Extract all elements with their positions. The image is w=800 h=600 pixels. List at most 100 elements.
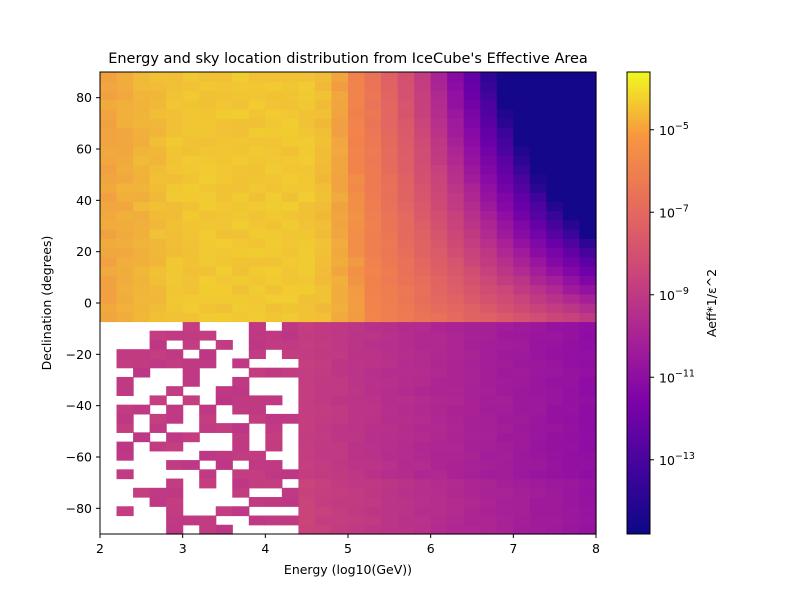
heatmap-cell [529,469,547,480]
heatmap-cell [496,108,514,119]
heatmap-cell [513,127,531,138]
heatmap-cell [529,229,547,239]
heatmap-cell [463,201,481,212]
heatmap-cell [447,497,465,507]
heatmap-cell [265,90,283,101]
heatmap-cell [529,293,547,304]
heatmap-cell [513,497,531,507]
heatmap-cell [513,339,531,350]
heatmap-cell [480,247,498,258]
heatmap-cell [430,515,448,526]
heatmap-cell [397,284,415,295]
heatmap-cell [513,238,531,249]
heatmap-cell [166,275,184,286]
heatmap-cell [331,478,349,489]
heatmap-cell [546,497,564,507]
heatmap-cell [215,312,233,323]
heatmap-cell [546,182,564,193]
heatmap-cell [265,432,283,443]
heatmap-cell [182,81,200,92]
heatmap-cell [331,99,349,110]
heatmap-cell [248,256,266,267]
heatmap-cell [463,136,481,147]
heatmap-cell [199,469,217,480]
heatmap-cell [480,266,498,276]
heatmap-cell [529,358,547,369]
heatmap-cell [397,450,415,461]
heatmap-cell [381,423,399,433]
heatmap-cell [149,118,167,129]
heatmap-cell [447,515,465,526]
colorbar-tick-label: 10−9 [659,286,689,303]
heatmap-cell [166,81,184,92]
heatmap-cell [298,164,316,175]
heatmap-cell [314,339,333,350]
heatmap-cell [463,469,481,480]
heatmap-cell [182,99,200,110]
heatmap-cell [562,478,581,489]
heatmap-cell [298,173,316,184]
heatmap-cell [562,81,581,92]
heatmap-cell [100,256,118,267]
heatmap-cell [199,284,217,295]
heatmap-cell [232,386,250,396]
heatmap-cell [430,395,448,406]
heatmap-cell [463,210,481,221]
heatmap-cell [149,210,167,221]
heatmap-cell [215,173,233,184]
heatmap-cell [414,349,432,360]
heatmap-cell [281,275,299,286]
heatmap-cell [513,469,531,480]
heatmap-cell [414,376,432,387]
heatmap-cell [331,460,349,470]
heatmap-cell [529,210,547,221]
heatmap-cell [562,321,581,332]
heatmap-cell [397,275,415,286]
heatmap-cell [199,524,217,535]
heatmap-cell [397,99,415,110]
heatmap-cell [381,266,399,276]
heatmap-cell [579,460,597,470]
colorbar-tick-label: 10−5 [659,121,689,138]
heatmap-cell [166,404,184,415]
heatmap-cell [364,81,382,92]
heatmap-cell [430,487,448,498]
heatmap-cell [364,303,382,313]
heatmap-cell [331,108,349,119]
heatmap-cell [513,524,531,535]
heatmap-cell [463,173,481,184]
heatmap-cell [232,108,250,119]
heatmap-cell [546,386,564,396]
heatmap-cell [116,266,134,276]
heatmap-cell [116,219,134,230]
heatmap-cell [480,404,498,415]
heatmap-cell [215,118,233,129]
heatmap-cell [513,441,531,452]
heatmap-cell [215,303,233,313]
heatmap-cell [430,303,448,313]
heatmap-cell [149,201,167,212]
heatmap-cell [182,210,200,221]
heatmap-cell [265,423,283,433]
heatmap-cell [281,90,299,101]
heatmap-cell [133,312,151,323]
heatmap-cell [513,293,531,304]
heatmap-cell [133,108,151,119]
heatmap-cell [348,210,366,221]
heatmap-cell [480,478,498,489]
heatmap-cell [397,432,415,443]
heatmap-cell [331,349,349,360]
heatmap-cell [529,247,547,258]
heatmap-cell [331,182,349,193]
heatmap-cell [562,118,581,129]
heatmap-cell [529,72,547,82]
heatmap-cell [562,229,581,239]
heatmap-cell [513,155,531,165]
heatmap-cell [265,339,283,350]
heatmap-cell [215,182,233,193]
heatmap-cell [331,432,349,443]
heatmap-cell [298,247,316,258]
heatmap-cell [182,321,200,332]
heatmap-cell [232,136,250,147]
